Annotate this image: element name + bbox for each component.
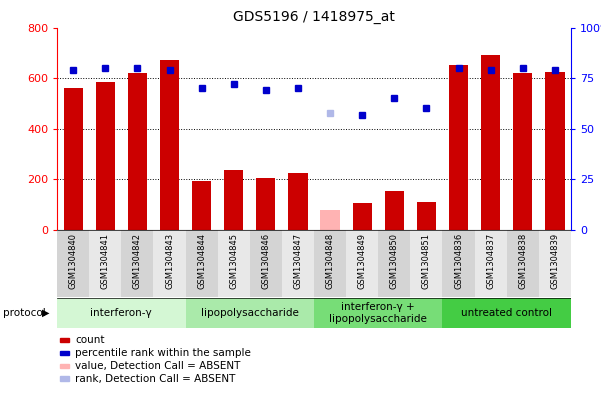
Bar <box>224 171 243 230</box>
Bar <box>481 55 500 230</box>
Text: protocol: protocol <box>3 308 46 318</box>
Text: lipopolysaccharide: lipopolysaccharide <box>201 308 299 318</box>
Text: GSM1304838: GSM1304838 <box>518 233 527 289</box>
Text: GSM1304844: GSM1304844 <box>197 233 206 288</box>
Bar <box>545 72 564 230</box>
Bar <box>385 191 404 230</box>
Bar <box>192 180 211 230</box>
Bar <box>89 230 121 297</box>
Bar <box>288 173 308 230</box>
Text: GSM1304836: GSM1304836 <box>454 233 463 289</box>
Bar <box>96 82 115 230</box>
Bar <box>346 230 378 297</box>
Bar <box>282 230 314 297</box>
Text: GSM1304851: GSM1304851 <box>422 233 431 288</box>
Bar <box>186 230 218 297</box>
Text: GSM1304839: GSM1304839 <box>551 233 560 289</box>
Text: GSM1304848: GSM1304848 <box>326 233 335 289</box>
Text: GSM1304837: GSM1304837 <box>486 233 495 289</box>
Text: percentile rank within the sample: percentile rank within the sample <box>75 348 251 358</box>
Bar <box>218 230 250 297</box>
Bar <box>250 230 282 297</box>
Text: untreated control: untreated control <box>461 308 552 318</box>
Bar <box>57 298 186 328</box>
Text: GSM1304849: GSM1304849 <box>358 233 367 288</box>
Text: GSM1304845: GSM1304845 <box>229 233 238 288</box>
Text: rank, Detection Call = ABSENT: rank, Detection Call = ABSENT <box>75 374 236 384</box>
Text: value, Detection Call = ABSENT: value, Detection Call = ABSENT <box>75 361 240 371</box>
Text: GSM1304842: GSM1304842 <box>133 233 142 288</box>
Bar <box>416 202 436 230</box>
Bar <box>160 61 179 230</box>
Bar <box>256 178 275 230</box>
Text: GSM1304850: GSM1304850 <box>390 233 399 288</box>
Bar <box>449 66 468 230</box>
Text: ▶: ▶ <box>42 308 49 318</box>
Bar <box>410 230 442 297</box>
Title: GDS5196 / 1418975_at: GDS5196 / 1418975_at <box>233 10 395 24</box>
Bar <box>539 230 571 297</box>
Bar <box>128 73 147 230</box>
Text: GSM1304846: GSM1304846 <box>261 233 270 289</box>
Text: GSM1304840: GSM1304840 <box>69 233 78 288</box>
Text: count: count <box>75 335 105 345</box>
Bar <box>186 298 314 328</box>
Bar <box>507 230 539 297</box>
Bar <box>314 230 346 297</box>
Bar <box>442 298 571 328</box>
Bar <box>320 209 340 230</box>
Text: GSM1304843: GSM1304843 <box>165 233 174 289</box>
Bar <box>121 230 153 297</box>
Text: interferon-γ +
lipopolysaccharide: interferon-γ + lipopolysaccharide <box>329 302 427 323</box>
Bar <box>513 73 532 230</box>
Bar <box>353 203 372 230</box>
Bar <box>64 88 83 230</box>
Bar <box>378 230 410 297</box>
Bar <box>153 230 186 297</box>
Text: interferon-γ: interferon-γ <box>91 308 152 318</box>
Bar <box>475 230 507 297</box>
Bar <box>314 298 442 328</box>
Bar <box>442 230 475 297</box>
Text: GSM1304847: GSM1304847 <box>293 233 302 289</box>
Bar <box>57 230 89 297</box>
Text: GSM1304841: GSM1304841 <box>101 233 110 288</box>
